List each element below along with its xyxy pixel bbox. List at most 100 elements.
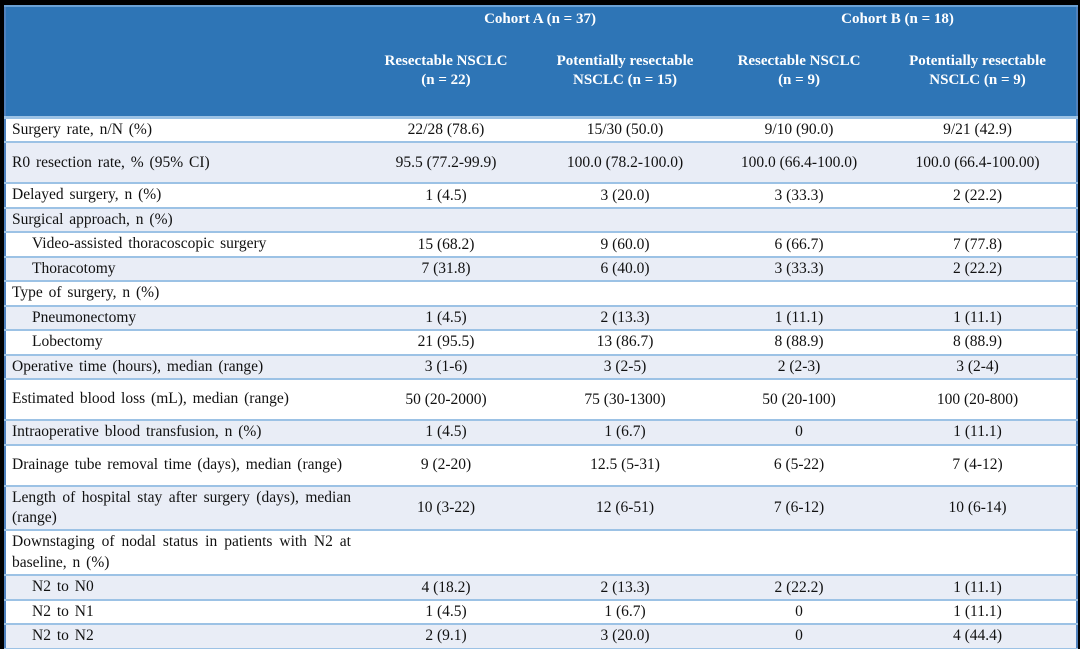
table-row: R0 resection rate, % (95% CI) 95.5 (77.2… [5,142,1078,185]
cell-value: 50 (20-100) [719,379,880,422]
cohort-a-header: Cohort A (n = 37) [361,5,720,34]
table-row: Lobectomy 21 (95.5) 13 (86.7) 8 (88.9) 8… [5,330,1078,356]
row-label: Operative time (hours), median (range) [5,354,361,381]
cell-value: 1 (6.7) [531,420,720,446]
cohort-header-row: Cohort A (n = 37) Cohort B (n = 18) [5,5,1078,34]
cell-value: 3 (33.3) [719,183,880,209]
cell-value: 9 (60.0) [531,232,720,258]
row-label: Estimated blood loss (mL), median (range… [5,379,361,422]
column-header-resectable-b: Resectable NSCLC (n = 9) [719,34,880,119]
row-label: Drainage tube removal time (days), media… [5,444,361,487]
surgery-outcomes-table: Cohort A (n = 37) Cohort B (n = 18) Rese… [4,5,1079,649]
row-label: Intraoperative blood transfusion, n (%) [5,420,361,446]
cell-value: 3 (33.3) [719,256,880,283]
cell-value: 9/10 (90.0) [719,117,880,144]
cell-value: 2 (22.2) [719,575,880,601]
row-label-header [5,5,361,34]
row-label: Thoracotomy [5,256,361,283]
cell-value: 2 (2-3) [719,354,880,381]
cell-value: 4 (44.4) [879,624,1078,649]
row-label: Lobectomy [5,330,361,356]
cell-value: 7 (6-12) [719,485,880,532]
cell-value: 2 (13.3) [531,575,720,601]
column-n: (n = 22) [421,72,471,88]
column-name: Potentially resectable NSCLC [556,52,694,89]
cell-value: 4 (18.2) [361,575,531,601]
cell-value: 10 (3-22) [361,485,531,532]
cell-value: 3 (20.0) [531,183,720,209]
column-header-potentially-resectable-b: Potentially resectable NSCLC (n = 9) [879,34,1078,119]
table-row: Pneumonectomy 1 (4.5) 2 (13.3) 1 (11.1) … [5,305,1078,332]
cell-value: 7 (77.8) [879,232,1078,258]
cell-value: 1 (11.1) [879,599,1078,626]
cell-value: 3 (20.0) [531,624,720,649]
cell-value: 12.5 (5-31) [531,444,720,487]
cell-value [879,207,1078,234]
cell-value: 50 (20-2000) [361,379,531,422]
cell-value [531,207,720,234]
column-n: (n = 9) [778,72,820,88]
cell-value: 0 [719,624,880,649]
cell-value: 2 (22.2) [879,183,1078,209]
cell-value: 12 (6-51) [531,485,720,532]
column-name: Resectable NSCLC [384,52,508,69]
cell-value [361,530,531,577]
cell-value [531,530,720,577]
cell-value: 1 (11.1) [879,305,1078,332]
table-section-row: Type of surgery, n (%) [5,281,1078,307]
table-row: Drainage tube removal time (days), media… [5,444,1078,487]
row-label: Pneumonectomy [5,305,361,332]
cell-value: 1 (11.1) [719,305,880,332]
column-name: Resectable NSCLC [737,52,861,69]
row-label: Surgical approach, n (%) [5,207,361,234]
cell-value [719,207,880,234]
cell-value: 2 (22.2) [879,256,1078,283]
cell-value [879,530,1078,577]
cell-value: 2 (9.1) [361,624,531,649]
cell-value: 6 (66.7) [719,232,880,258]
cell-value: 1 (4.5) [361,183,531,209]
cell-value: 3 (1-6) [361,354,531,381]
subgroup-header-row: Resectable NSCLC (n = 22) Potentially res… [5,34,1078,119]
row-label-header [5,34,361,119]
column-n: (n = 9) [983,72,1026,88]
cell-value [719,530,880,577]
cell-value: 100 (20-800) [879,379,1078,422]
cell-value: 1 (11.1) [879,575,1078,601]
row-label: Delayed surgery, n (%) [5,183,361,209]
column-name: Potentially resectable NSCLC [909,52,1046,89]
cell-value: 8 (88.9) [879,330,1078,356]
cell-value: 1 (4.5) [361,305,531,332]
table-row: Operative time (hours), median (range) 3… [5,354,1078,381]
cell-value: 22/28 (78.6) [361,117,531,144]
cell-value: 100.0 (78.2-100.0) [531,142,720,185]
cell-value: 6 (40.0) [531,256,720,283]
cell-value: 7 (31.8) [361,256,531,283]
table-row: Video-assisted thoracoscopic surgery 15 … [5,232,1078,258]
column-header-potentially-resectable-a: Potentially resectable NSCLC (n = 15) [531,34,720,119]
table-row: N2 to N0 4 (18.2) 2 (13.3) 2 (22.2) 1 (1… [5,575,1078,601]
cell-value: 3 (2-5) [531,354,720,381]
table-row: N2 to N2 2 (9.1) 3 (20.0) 0 4 (44.4) [5,624,1078,649]
cell-value: 8 (88.9) [719,330,880,356]
cell-value [719,281,880,307]
row-label: N2 to N1 [5,599,361,626]
cell-value: 0 [719,420,880,446]
cell-value: 1 (4.5) [361,599,531,626]
cell-value [361,207,531,234]
table-row: Delayed surgery, n (%) 1 (4.5) 3 (20.0) … [5,183,1078,209]
table-section-row: Downstaging of nodal status in patients … [5,530,1078,577]
cell-value: 9 (2-20) [361,444,531,487]
row-label: Video-assisted thoracoscopic surgery [5,232,361,258]
row-label: N2 to N2 [5,624,361,649]
cell-value: 13 (86.7) [531,330,720,356]
cell-value [879,281,1078,307]
table-body: Surgery rate, n/N (%) 22/28 (78.6) 15/30… [5,117,1078,649]
cell-value: 2 (13.3) [531,305,720,332]
row-label: N2 to N0 [5,575,361,601]
table-row: Surgery rate, n/N (%) 22/28 (78.6) 15/30… [5,117,1078,144]
row-label: Length of hospital stay after surgery (d… [5,485,361,532]
column-header-resectable-a: Resectable NSCLC (n = 22) [361,34,531,119]
cell-value: 7 (4-12) [879,444,1078,487]
